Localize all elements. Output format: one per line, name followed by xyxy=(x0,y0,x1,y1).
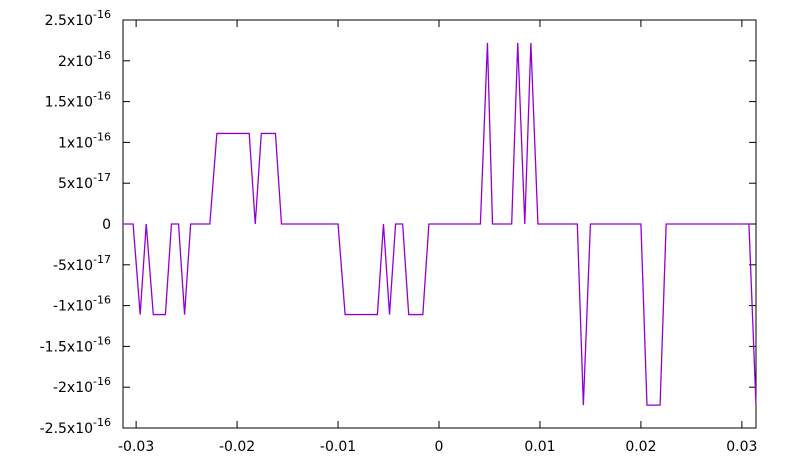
y-tick-exponent: -16 xyxy=(93,90,111,103)
y-tick-exponent: -16 xyxy=(93,375,111,388)
y-tick-label: -2x10-16 xyxy=(53,375,111,396)
y-tick-label: 1x10-16 xyxy=(58,130,111,151)
y-tick-mantissa: -1x10 xyxy=(53,299,93,315)
y-tick-label: 1.5x10-16 xyxy=(45,90,111,111)
y-tick-label: -1x10-16 xyxy=(53,294,111,315)
y-tick-mantissa: 2x10 xyxy=(58,54,93,70)
y-tick-label: -5x10-17 xyxy=(53,253,111,274)
data-line xyxy=(123,42,757,406)
y-tick-mantissa: 1.5x10 xyxy=(45,95,93,111)
y-tick-mantissa: -2x10 xyxy=(53,380,93,396)
x-tick-label: -0.01 xyxy=(320,439,356,455)
y-tick-mantissa: 1x10 xyxy=(58,135,93,151)
y-tick-exponent: -17 xyxy=(93,171,111,184)
x-tick-label: 0 xyxy=(435,439,444,455)
y-tick-exponent: -16 xyxy=(93,334,111,347)
x-tick-label: -0.03 xyxy=(118,439,154,455)
y-tick-exponent: -16 xyxy=(93,294,111,307)
x-tick-label: 0.03 xyxy=(726,439,757,455)
x-tick-label: 0.01 xyxy=(524,439,555,455)
y-tick-label: -2.5x10-16 xyxy=(40,416,111,437)
y-tick-exponent: -16 xyxy=(93,49,111,62)
y-tick-exponent: -16 xyxy=(93,130,111,143)
y-tick-exponent: -16 xyxy=(93,8,111,21)
y-tick-label: 2.5x10-16 xyxy=(45,8,111,29)
y-tick-mantissa: -1.5x10 xyxy=(40,339,93,355)
y-tick-label: 2x10-16 xyxy=(58,49,111,70)
y-tick-exponent: -17 xyxy=(93,253,111,266)
y-tick-mantissa: 2.5x10 xyxy=(45,13,93,29)
y-tick-label: 0 xyxy=(102,217,111,233)
y-tick-label: -1.5x10-16 xyxy=(40,334,111,355)
y-tick-mantissa: 5x10 xyxy=(58,176,93,192)
y-tick-mantissa: -5x10 xyxy=(53,258,93,274)
y-tick-mantissa: -2.5x10 xyxy=(40,421,93,437)
y-tick-exponent: -16 xyxy=(93,416,111,429)
x-tick-label: -0.02 xyxy=(219,439,255,455)
y-tick-label: 5x10-17 xyxy=(58,171,111,192)
x-tick-label: 0.02 xyxy=(625,439,656,455)
